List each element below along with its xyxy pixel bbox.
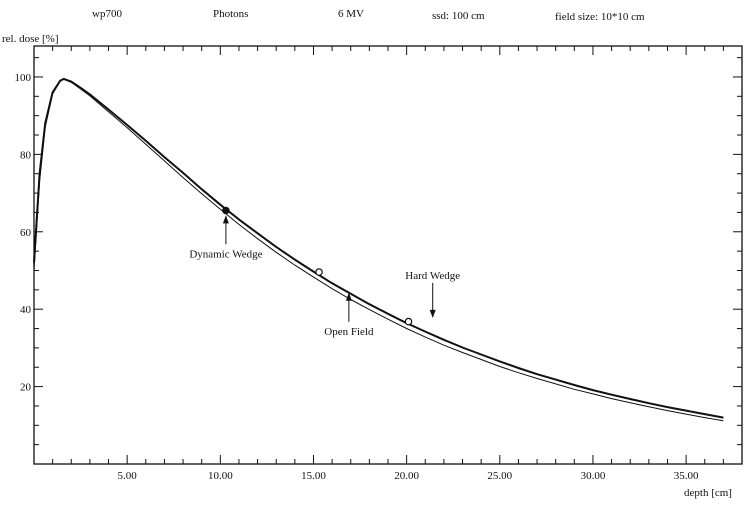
annotation-arrow-head: [429, 309, 436, 318]
y-tick-label: 80: [20, 149, 32, 161]
series-line-open-field: [33, 78, 724, 422]
y-tick-label: 40: [20, 304, 32, 316]
y-tick-label: 100: [15, 72, 32, 84]
y-tick-label: 20: [20, 382, 32, 394]
marker-group: [222, 206, 413, 326]
header-particle: Photons: [213, 8, 248, 20]
axis-ticks: 5.00 10.00 15.00 20.00 25.00 30.00 35.00 20 40 60…: [15, 46, 742, 482]
series-group: [33, 77, 724, 422]
header-field-size: field size: 10*10 cm: [555, 11, 645, 23]
x-tick-label: 5.00: [118, 470, 138, 482]
plot-frame: [33, 45, 743, 465]
x-tick-label: 30.00: [581, 470, 606, 482]
header-ssd: ssd: 100 cm: [432, 10, 485, 22]
y-tick-label: 60: [20, 227, 32, 239]
annotation-open-field: Open Field: [324, 326, 374, 338]
annotation-arrow-head: [345, 292, 352, 301]
x-tick-label: 20.00: [394, 470, 419, 482]
y-axis-label: rel. dose [%]: [2, 33, 59, 45]
data-marker: [404, 317, 413, 326]
data-marker: [222, 206, 230, 215]
x-tick-label: 25.00: [487, 470, 512, 482]
annotation-arrow-head: [222, 215, 229, 224]
annotation-dynamic-wedge: Dynamic Wedge: [189, 248, 262, 260]
data-marker: [315, 268, 323, 276]
x-axis-label: depth [cm]: [684, 487, 732, 499]
x-tick-label: 10.00: [208, 470, 233, 482]
x-tick-label: 35.00: [674, 470, 699, 482]
x-tick-label: 15.00: [301, 470, 326, 482]
annotation-group: Dynamic Wedge Open Field Hard Wedge: [189, 215, 460, 338]
series-line-hard-wedge: [33, 77, 724, 419]
annotation-hard-wedge: Hard Wedge: [405, 270, 460, 282]
header-energy: 6 MV: [338, 8, 364, 20]
header-machine: wp700: [92, 8, 122, 20]
